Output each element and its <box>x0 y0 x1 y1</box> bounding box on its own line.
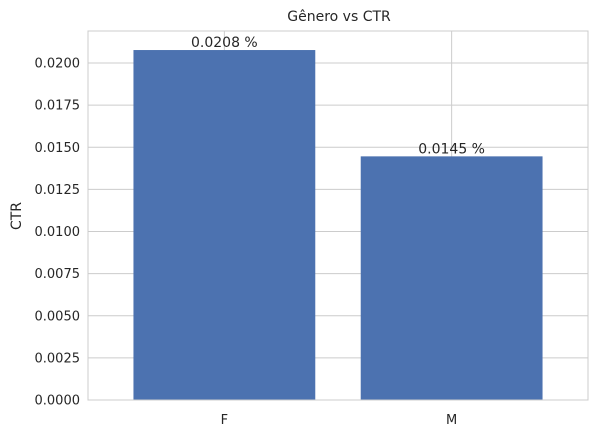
y-tick-label: 0.0000 <box>35 394 81 409</box>
y-tick-label: 0.0075 <box>35 267 81 282</box>
chart-title: Gênero vs CTR <box>287 9 391 25</box>
bars <box>133 50 543 400</box>
plot-frame <box>87 30 589 401</box>
y-axis-label: CTR <box>9 202 25 230</box>
y-tick-label: 0.0050 <box>35 309 81 324</box>
bar-labels: 0.0208 % 0.0145 % <box>191 35 485 157</box>
x-tick-label: M <box>446 413 457 428</box>
y-tick-label: 0.0100 <box>35 225 81 240</box>
bar-m <box>360 156 543 400</box>
y-tick-labels: 0.0000 0.0025 0.0050 0.0075 0.0100 0.0125 0.01… <box>35 57 81 409</box>
y-tick-label: 0.0150 <box>35 141 81 156</box>
x-tick-label: F <box>221 413 228 428</box>
y-tick-label: 0.0025 <box>35 351 81 366</box>
bar-value-label: 0.0145 % <box>418 141 485 157</box>
y-tick-label: 0.0125 <box>35 183 81 198</box>
bar-f <box>133 50 316 400</box>
bar-value-label: 0.0208 % <box>191 35 258 51</box>
y-tick-label: 0.0200 <box>35 57 81 72</box>
y-tick-label: 0.0175 <box>35 99 81 114</box>
